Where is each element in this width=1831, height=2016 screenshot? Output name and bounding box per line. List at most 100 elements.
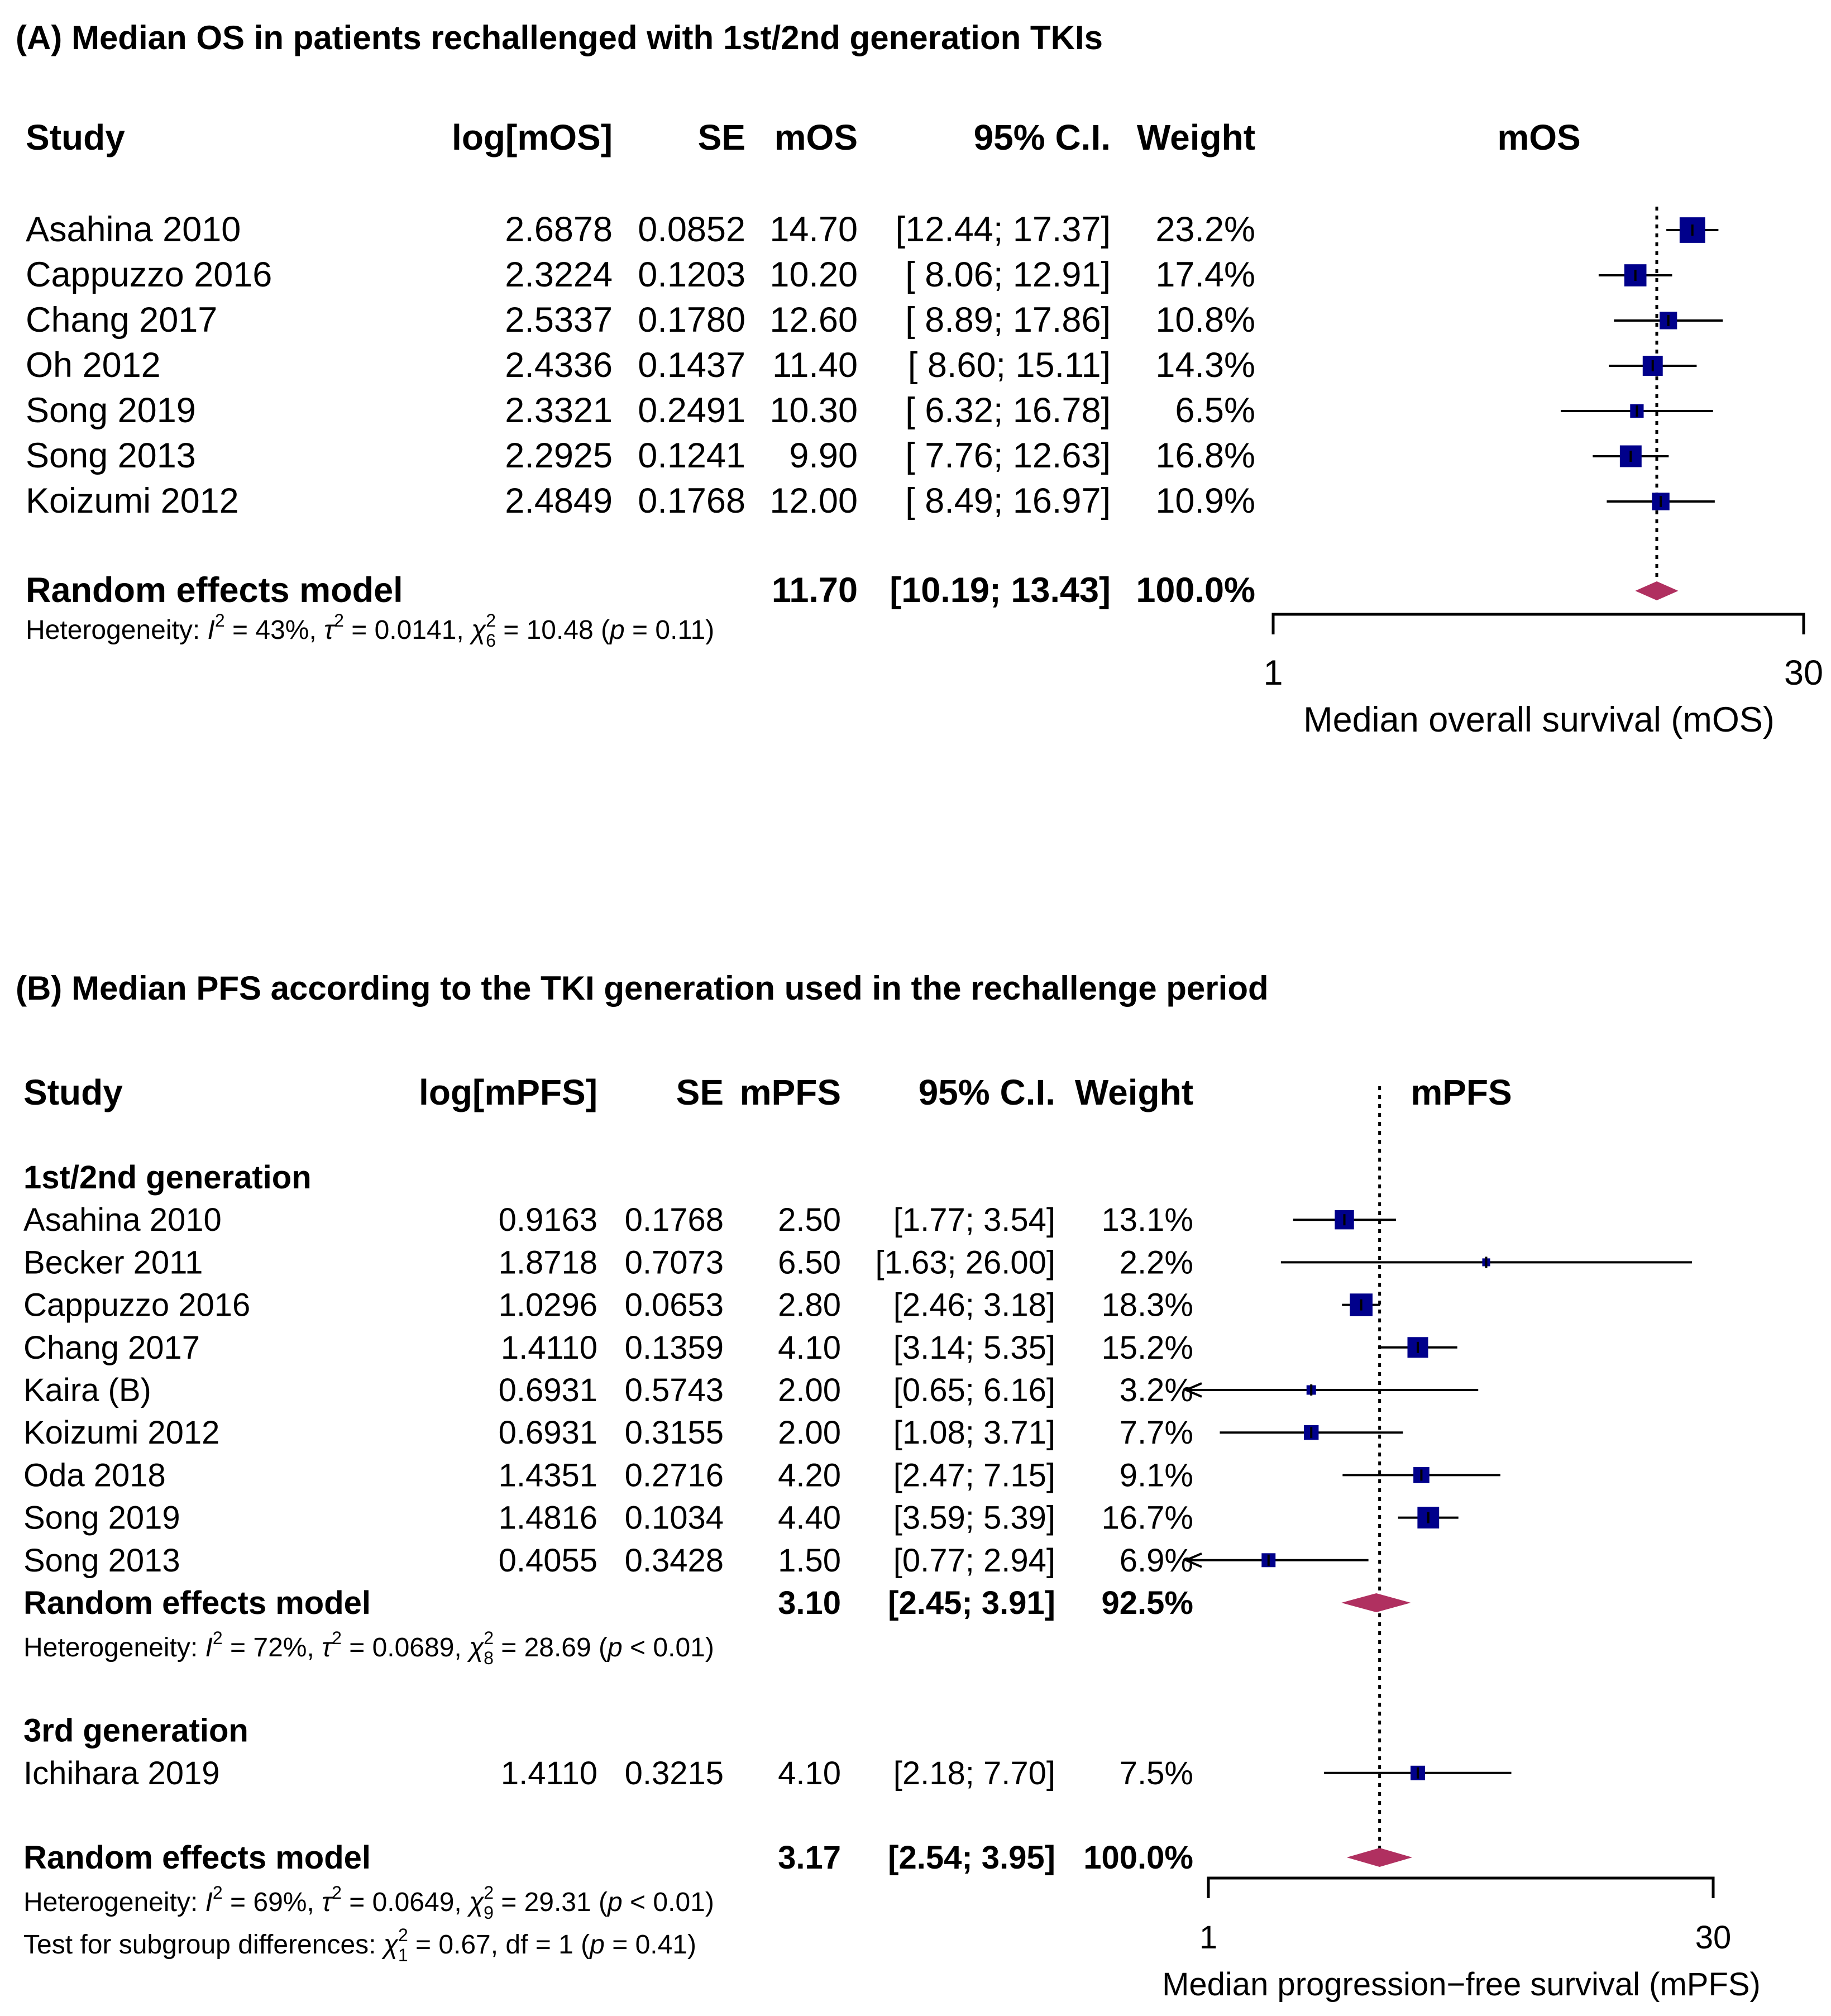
- chi2-symbol: χ: [469, 615, 486, 645]
- pooled-weight: 100.0%: [1136, 571, 1255, 610]
- ci-value: [2.46; 3.18]: [893, 1287, 1055, 1324]
- median-value: 12.60: [769, 300, 858, 340]
- se-value: 0.1780: [638, 300, 745, 340]
- p-op: =: [625, 615, 656, 645]
- weight-value: 13.1%: [1102, 1202, 1193, 1238]
- p-op: <: [623, 1888, 653, 1917]
- header-log: log[mOS]: [452, 117, 613, 157]
- eq: =: [494, 1888, 524, 1917]
- eq: =: [223, 1633, 254, 1663]
- median-value: 2.00: [778, 1415, 841, 1451]
- arrow-left-icon: [1183, 1552, 1202, 1568]
- tau2-value: 0.0649: [372, 1888, 455, 1917]
- chi2-symbol: χ: [467, 1888, 484, 1917]
- paren: (: [594, 615, 610, 645]
- subgroup-label: 1st/2nd generation: [23, 1159, 312, 1196]
- study-name: Song 2019: [23, 1500, 180, 1536]
- header-weight: Weight: [1075, 1072, 1193, 1112]
- se-value: 0.1359: [625, 1330, 724, 1366]
- subgroup-label: 3rd generation: [23, 1713, 248, 1749]
- log-value: 1.4816: [499, 1500, 597, 1536]
- median-value: 9.90: [789, 436, 858, 475]
- weight-value: 17.4%: [1155, 255, 1255, 294]
- p-value: 0.11: [655, 615, 705, 645]
- se-value: 0.1203: [638, 255, 745, 294]
- pooled-ci: [2.54; 3.95]: [888, 1840, 1055, 1876]
- chi2-df: 8: [484, 1648, 494, 1668]
- p-symbol: p: [606, 1633, 623, 1663]
- i2-symbol: I: [208, 615, 215, 645]
- se-value: 0.3155: [625, 1415, 724, 1451]
- test-label: Test for subgroup differences:: [23, 1930, 384, 1960]
- random-effects-label: Random effects model: [23, 1585, 371, 1621]
- pooled-median: 3.10: [778, 1585, 841, 1621]
- ci-value: [0.77; 2.94]: [893, 1542, 1055, 1579]
- median-value: 10.20: [769, 255, 858, 294]
- paren: (: [573, 1930, 590, 1960]
- header-median: mPFS: [740, 1072, 841, 1112]
- header-median: mOS: [775, 117, 858, 157]
- pooled-ci: [10.19; 13.43]: [890, 571, 1111, 610]
- ci-value: [2.47; 7.15]: [893, 1457, 1055, 1493]
- weight-value: 3.2%: [1120, 1372, 1193, 1408]
- pooled-diamond: [1346, 1848, 1413, 1867]
- header-plot: mOS: [1497, 117, 1580, 157]
- se-value: 0.5743: [625, 1372, 724, 1408]
- study-name: Kaira (B): [23, 1372, 151, 1408]
- log-value: 0.4055: [499, 1542, 597, 1579]
- subgroup-test-text: Test for subgroup differences: χ2 1 = 0.6…: [23, 1925, 696, 1965]
- het-label: Heterogeneity:: [23, 1888, 205, 1917]
- weight-value: 2.2%: [1120, 1244, 1193, 1281]
- weight-value: 16.8%: [1155, 436, 1255, 475]
- log-value: 1.8718: [499, 1244, 597, 1281]
- superscript: 2: [332, 1628, 342, 1648]
- df-text: df = 1: [505, 1930, 573, 1960]
- paren: ): [705, 1888, 714, 1917]
- i2-symbol: I: [205, 1888, 213, 1917]
- weight-value: 23.2%: [1155, 210, 1255, 249]
- median-value: 10.30: [769, 391, 858, 430]
- superscript: 2: [215, 610, 225, 630]
- x-axis-label: Median overall survival (mOS): [1303, 700, 1775, 739]
- log-value: 2.4849: [505, 481, 613, 520]
- log-value: 1.4110: [501, 1755, 597, 1792]
- eq: =: [342, 1888, 372, 1917]
- ci-value: [3.59; 5.39]: [893, 1500, 1055, 1536]
- weight-value: 6.5%: [1175, 391, 1255, 430]
- paren: (: [591, 1888, 608, 1917]
- study-name: Becker 2011: [23, 1244, 203, 1281]
- study-name: Asahina 2010: [26, 210, 241, 249]
- study-name: Koizumi 2012: [26, 481, 239, 520]
- x-tick-label: 1: [1263, 653, 1283, 692]
- tau2-symbol: τ: [324, 615, 336, 645]
- header-ci: 95% C.I.: [974, 117, 1111, 157]
- eq: =: [408, 1930, 439, 1960]
- log-value: 2.2925: [505, 436, 613, 475]
- superscript: 2: [213, 1628, 223, 1648]
- ci-value: [ 8.49; 16.97]: [905, 481, 1111, 520]
- p-value: 0.01: [653, 1888, 705, 1917]
- sep: ,: [307, 1633, 322, 1663]
- het-label: Heterogeneity:: [26, 615, 208, 645]
- heterogeneity-text: Heterogeneity: I2 = 69%, τ2 = 0.0649, χ2…: [23, 1883, 714, 1923]
- pooled-median: 11.70: [772, 571, 858, 610]
- pooled-weight: 100.0%: [1083, 1840, 1193, 1876]
- arrow-left-icon: [1183, 1382, 1202, 1398]
- median-value: 11.40: [772, 346, 858, 385]
- ci-value: [2.18; 7.70]: [893, 1755, 1055, 1792]
- ci-value: [1.77; 3.54]: [893, 1202, 1055, 1238]
- ci-value: [12.44; 17.37]: [896, 210, 1111, 249]
- x-axis-label: Median progression−free survival (mPFS): [1162, 1966, 1761, 2003]
- p-op: =: [605, 1930, 635, 1960]
- p-symbol: p: [609, 615, 625, 645]
- log-value: 0.9163: [499, 1202, 597, 1238]
- pooled-diamond: [1635, 581, 1679, 600]
- weight-value: 7.5%: [1120, 1755, 1193, 1792]
- ci-value: [ 8.89; 17.86]: [905, 300, 1111, 340]
- weight-value: 15.2%: [1102, 1330, 1193, 1366]
- chi2-value: 0.67: [438, 1930, 490, 1960]
- se-value: 0.1241: [638, 436, 745, 475]
- eq: =: [223, 1888, 254, 1917]
- weight-value: 14.3%: [1155, 346, 1255, 385]
